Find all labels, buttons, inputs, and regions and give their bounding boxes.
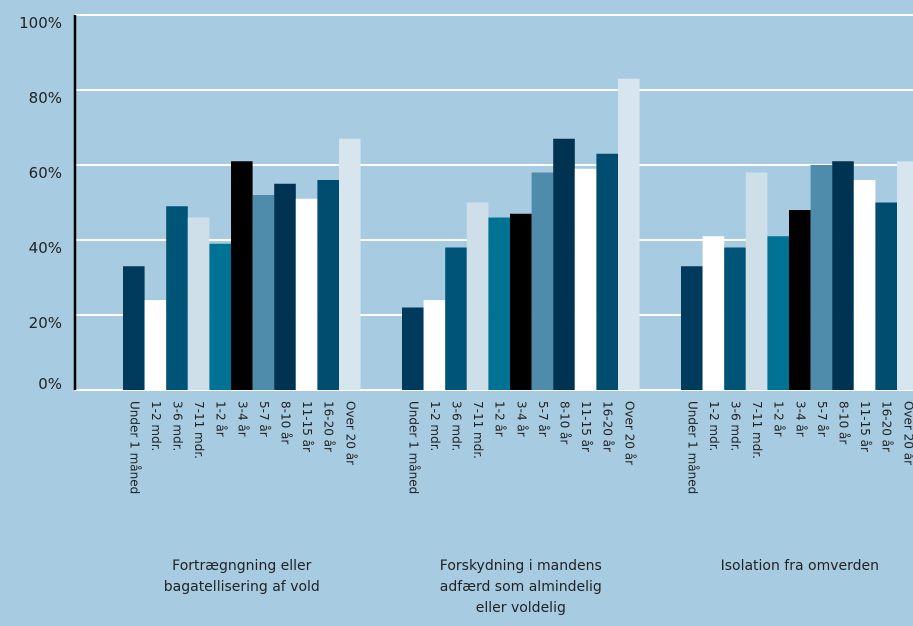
bar-label: 16-20 år [601, 401, 615, 452]
bar [553, 138, 575, 390]
bar [510, 213, 532, 390]
bar [488, 217, 510, 390]
bar-label: 3-6 mdr. [450, 401, 464, 451]
bar [466, 202, 489, 390]
bar-label: 1-2 år [214, 401, 228, 437]
bar [339, 138, 361, 390]
bar-label: 1-2 mdr. [428, 401, 442, 451]
bar-label: 8-10 år [837, 401, 851, 444]
bar-label: 3-4 år [235, 401, 249, 437]
bar [574, 168, 597, 390]
bar [897, 161, 913, 390]
bar-label: 3-4 år [514, 401, 528, 437]
bar-label: 7-11 mdr. [750, 401, 764, 459]
group-label: Forskydning i mandens adfærd som alminde… [439, 558, 602, 616]
bar [295, 198, 318, 390]
bar-label: 7-11 mdr. [471, 401, 485, 459]
bar [875, 202, 897, 390]
bar-label: 7-11 mdr. [192, 401, 206, 459]
y-tick-label: 40% [29, 239, 62, 257]
bar-label: Under 1 måned [406, 401, 420, 494]
bar-label: Under 1 måned [685, 401, 699, 494]
bar [618, 78, 640, 390]
bar [832, 161, 854, 390]
bar-label: 16-20 år [322, 401, 336, 452]
bar [423, 300, 446, 390]
bar-label: 5-7 år [536, 401, 550, 437]
bar [596, 153, 618, 390]
bar [767, 236, 789, 390]
bar [123, 266, 145, 390]
bar [187, 217, 210, 390]
bar [445, 247, 467, 390]
y-tick-label: 20% [29, 314, 62, 332]
bar [209, 243, 231, 390]
bar [853, 180, 876, 390]
bar [702, 236, 725, 390]
bar-label: 11-15 år [300, 401, 314, 452]
bar-label: Over 20 år [343, 401, 357, 465]
bar [252, 195, 275, 390]
bar [317, 180, 339, 390]
y-tick-label: 100% [19, 14, 62, 32]
bar [231, 161, 253, 390]
bar-label: Under 1 måned [127, 401, 141, 494]
bar-label: 3-6 mdr. [729, 401, 743, 451]
bar [274, 183, 296, 390]
group-label: Isolation fra omverden [720, 558, 880, 574]
y-tick-label: 0% [38, 375, 62, 393]
bar-label: 11-15 år [858, 401, 872, 452]
bar-label: 1-2 mdr. [707, 401, 721, 451]
bar-label: 8-10 år [558, 401, 572, 444]
bar-label: 3-4 år [793, 401, 807, 437]
bar-label: 16-20 år [880, 401, 894, 452]
bar-label: 3-6 mdr. [171, 401, 185, 451]
bar-label: 1-2 mdr. [149, 401, 163, 451]
bar-label: 5-7 år [257, 401, 271, 437]
bar-label: Over 20 år [901, 401, 913, 465]
y-tick-label: 60% [29, 164, 62, 182]
bar-label: 11-15 år [579, 401, 593, 452]
bar [681, 266, 703, 390]
bar [745, 172, 768, 390]
group-label: Fortrægngning eller bagatellisering af v… [163, 558, 320, 595]
bar-label: 1-2 år [772, 401, 786, 437]
bar-label: 8-10 år [279, 401, 293, 444]
bar-label: 1-2 år [493, 401, 507, 437]
bar-label: 5-7 år [815, 401, 829, 437]
bar [531, 172, 554, 390]
bar [789, 210, 811, 390]
y-tick-label: 80% [29, 89, 62, 107]
bar [724, 247, 746, 390]
bar-label: Over 20 år [622, 401, 636, 465]
bar [810, 165, 833, 390]
bar [402, 307, 424, 390]
bar [144, 300, 167, 390]
bar [166, 206, 188, 390]
